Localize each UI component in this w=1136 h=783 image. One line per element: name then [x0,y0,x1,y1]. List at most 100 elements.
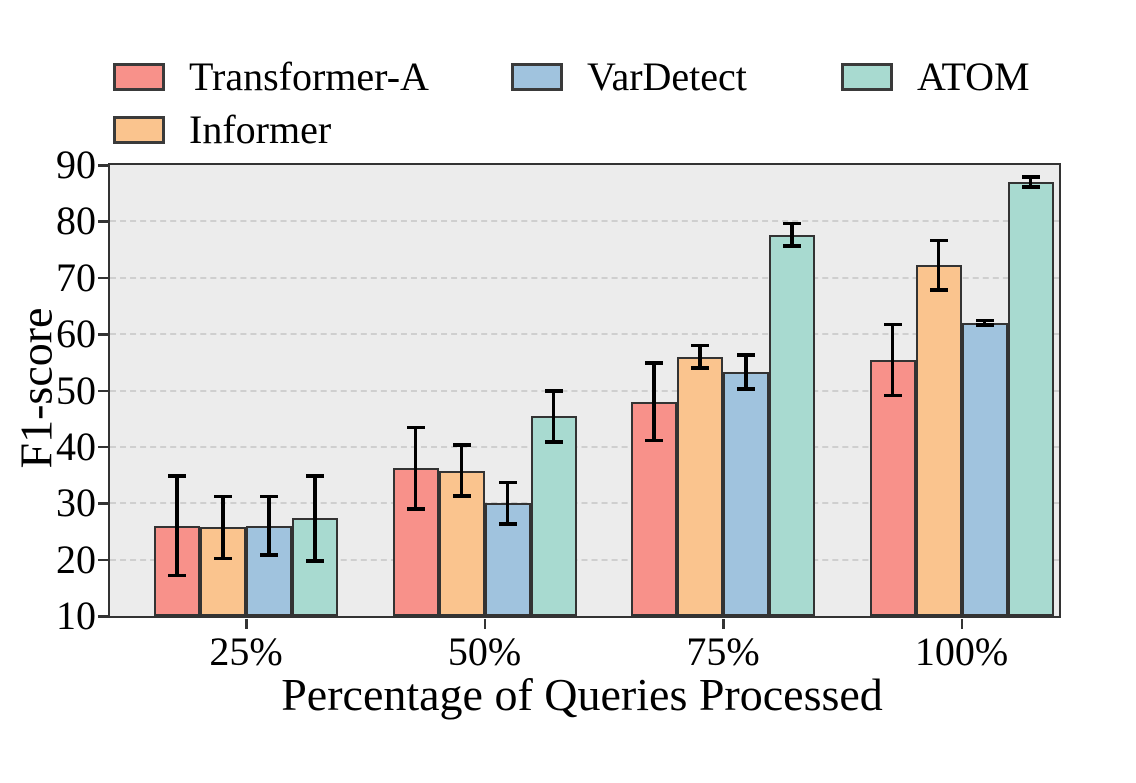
y-tick-label: 40 [56,423,96,469]
error-bar-atom-75% [790,223,794,247]
error-cap [498,480,517,485]
error-cap [737,353,755,357]
error-cap [783,244,801,248]
bar-atom-100% [1007,181,1054,616]
error-bar-vardetect-25% [267,496,271,556]
error-cap [452,443,471,447]
y-tick-label: 90 [56,142,96,187]
y-tick-label: 10 [56,593,96,638]
x-tick-mark [245,619,248,629]
error-cap [737,387,755,391]
gridline [110,220,1059,223]
error-bar-transformer-a-100% [890,324,895,396]
error-cap [260,494,278,499]
y-tick-label: 30 [56,480,96,526]
legend-item-vardetect: VarDetect [511,53,841,99]
plot-inner [110,165,1059,616]
plot-area [108,163,1061,618]
legend-item-atom: ATOM [841,53,1081,99]
y-tick-mark [98,220,108,223]
error-bar-transformer-a-50% [413,427,418,509]
bar-informer-75% [677,356,723,616]
y-tick-label: 80 [56,198,96,244]
error-cap [883,393,902,398]
error-cap [883,322,902,327]
gridline [110,276,1059,279]
error-cap [929,238,948,243]
bar-atom-50% [530,416,577,616]
error-cap [406,507,425,511]
y-tick-label: 20 [56,536,96,582]
error-cap [645,361,663,365]
x-tick-mark [722,619,725,629]
error-cap [168,474,186,478]
error-cap [260,553,278,557]
y-tick-mark [98,333,108,336]
x-tick-label-25%: 25% [209,629,283,674]
gridline [110,558,1059,561]
gridline [110,389,1059,392]
legend-swatch-vardetect [511,62,563,91]
error-cap [1021,175,1040,179]
legend: Transformer-A VarDetect ATOM Informer [113,50,1093,156]
legend-row: Transformer-A VarDetect ATOM [113,50,1093,103]
y-tick-mark [98,558,108,562]
error-cap [498,522,517,526]
x-tick-mark [483,619,486,629]
y-tick-mark [98,164,108,167]
error-cap [306,474,324,478]
error-cap [1021,185,1040,189]
error-bar-atom-50% [551,391,556,442]
x-tick-label-100%: 100% [914,629,1009,674]
error-cap [544,389,563,393]
legend-label: VarDetect [587,53,747,99]
error-cap [214,556,232,561]
y-tick-mark [98,389,108,392]
y-tick-label: 70 [56,254,96,300]
error-cap [929,288,948,292]
error-bar-informer-25% [221,496,225,559]
error-bar-atom-100% [1028,176,1033,187]
legend-swatch-informer [113,115,165,144]
x-axis-title: Percentage of Queries Processed [281,669,883,720]
error-bar-informer-100% [936,240,941,291]
error-cap [214,494,232,499]
legend-swatch-atom [841,62,893,91]
error-bar-informer-75% [698,345,702,368]
error-bar-vardetect-100% [982,320,987,326]
x-tick-label-50%: 50% [447,629,522,674]
y-tick-label: 60 [56,311,96,357]
y-tick-mark [98,276,108,280]
error-cap [406,425,425,430]
gridline [110,333,1059,336]
error-cap [783,221,801,226]
error-cap [544,440,563,444]
gridline [110,445,1059,448]
y-tick-mark [98,615,108,618]
legend-label: Transformer-A [189,53,429,99]
bar-informer-25% [200,527,246,616]
error-cap [975,323,994,327]
bar-vardetect-100% [961,322,1008,616]
error-bar-vardetect-75% [744,354,748,389]
error-cap [691,343,709,348]
error-cap [306,559,324,563]
legend-item-informer: Informer [113,106,511,152]
legend-label: Informer [189,106,332,152]
legend-label: ATOM [917,53,1030,99]
legend-swatch-transformer-a [113,62,165,91]
error-bar-transformer-a-25% [175,476,179,576]
bar-atom-75% [769,234,815,616]
gridline [110,502,1059,505]
error-bar-atom-25% [313,476,317,561]
bar-vardetect-75% [723,371,769,616]
error-cap [168,573,186,578]
error-cap [452,494,471,498]
y-tick-mark [98,445,108,449]
bar-transformer-a-100% [869,360,916,616]
error-cap [645,438,663,443]
bar-informer-100% [915,265,962,616]
error-bar-transformer-a-75% [652,362,656,441]
x-tick-mark [960,619,963,629]
